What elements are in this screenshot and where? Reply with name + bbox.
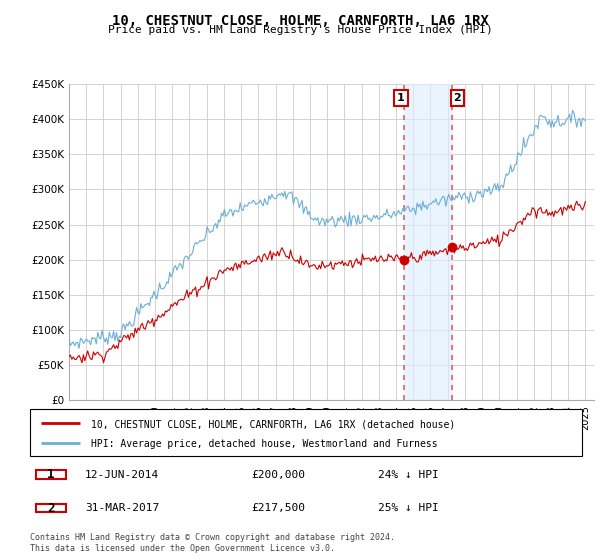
FancyBboxPatch shape — [30, 409, 582, 456]
Text: 2: 2 — [47, 502, 55, 515]
Text: 10, CHESTNUT CLOSE, HOLME, CARNFORTH, LA6 1RX (detached house): 10, CHESTNUT CLOSE, HOLME, CARNFORTH, LA… — [91, 419, 455, 429]
FancyBboxPatch shape — [35, 504, 66, 512]
Text: 1: 1 — [47, 468, 55, 481]
Text: 2: 2 — [453, 93, 461, 103]
Text: HPI: Average price, detached house, Westmorland and Furness: HPI: Average price, detached house, West… — [91, 439, 437, 449]
Text: 10, CHESTNUT CLOSE, HOLME, CARNFORTH, LA6 1RX: 10, CHESTNUT CLOSE, HOLME, CARNFORTH, LA… — [112, 14, 488, 28]
Text: 24% ↓ HPI: 24% ↓ HPI — [378, 470, 439, 479]
Text: 1: 1 — [397, 93, 405, 103]
Text: 31-MAR-2017: 31-MAR-2017 — [85, 503, 160, 513]
Text: 25% ↓ HPI: 25% ↓ HPI — [378, 503, 439, 513]
Bar — [404, 84, 452, 400]
Text: £217,500: £217,500 — [251, 503, 305, 513]
Text: £200,000: £200,000 — [251, 470, 305, 479]
Text: 12-JUN-2014: 12-JUN-2014 — [85, 470, 160, 479]
FancyBboxPatch shape — [35, 470, 66, 479]
Text: Contains HM Land Registry data © Crown copyright and database right 2024.
This d: Contains HM Land Registry data © Crown c… — [30, 533, 395, 553]
Text: Price paid vs. HM Land Registry's House Price Index (HPI): Price paid vs. HM Land Registry's House … — [107, 25, 493, 35]
